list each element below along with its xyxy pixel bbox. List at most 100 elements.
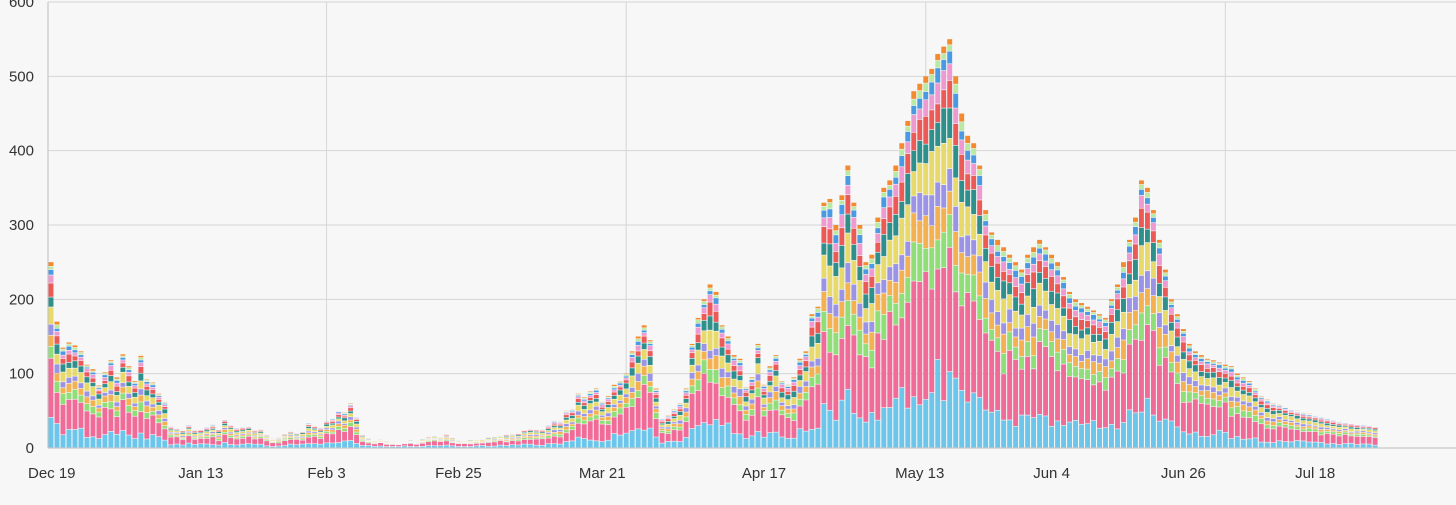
bar-day-112-s10 [719, 329, 725, 333]
bar-day-127-s10 [809, 318, 815, 322]
bar-day-114-s9 [731, 360, 737, 366]
bars [48, 39, 1378, 448]
bar-day-38-s3 [276, 441, 282, 443]
bar-day-152-s4 [959, 252, 965, 273]
bar-day-150-s10 [947, 51, 953, 64]
bar-day-110-s5 [707, 350, 713, 359]
bar-day-107-s12 [689, 343, 695, 346]
bar-day-100-s11 [647, 342, 653, 344]
bar-day-72-s2 [479, 443, 485, 446]
x-tick-label-feb-3: Feb 3 [307, 465, 345, 482]
bar-day-30-s3 [228, 435, 234, 438]
bar-day-155-s1 [977, 397, 983, 448]
bar-day-76-s2 [503, 442, 509, 446]
bar-day-190-s9 [1186, 352, 1192, 355]
bar-day-138-s2 [875, 333, 881, 420]
bar-day-143-s12 [905, 120, 911, 126]
bar-day-59-s2 [402, 444, 407, 446]
bar-day-190-s6 [1186, 369, 1192, 377]
bar-day-171-s6 [1073, 334, 1078, 349]
bar-day-147-s8 [929, 110, 935, 130]
bar-day-175-s5 [1097, 355, 1102, 363]
bar-day-111-s2 [713, 383, 719, 420]
bar-day-180-s6 [1127, 284, 1132, 298]
bar-day-54-s2 [372, 444, 377, 447]
bar-day-50-s9 [348, 406, 354, 408]
bar-day-181-s3 [1133, 325, 1138, 339]
bar-day-43-s1 [306, 443, 312, 448]
bar-day-163-s9 [1025, 268, 1031, 275]
bar-day-45-s7 [318, 431, 324, 432]
bar-day-104-s10 [671, 411, 677, 412]
bar-day-159-s7 [1001, 281, 1007, 299]
bar-day-3-s10 [66, 346, 72, 350]
bar-day-31-s6 [234, 432, 240, 435]
bar-day-131-s10 [833, 235, 839, 244]
bar-day-19-s3 [162, 426, 168, 429]
bar-day-47-s8 [330, 421, 336, 423]
bar-day-134-s11 [851, 206, 857, 210]
bar-day-206-s3 [1282, 424, 1288, 427]
bar-day-148-s8 [935, 104, 941, 123]
bar-day-122-s2 [779, 415, 785, 437]
bar-day-206-s9 [1282, 409, 1288, 411]
bar-day-178-s2 [1115, 371, 1120, 429]
bar-day-4-s10 [72, 350, 78, 353]
bar-day-11-s10 [114, 380, 120, 383]
bar-day-122-s3 [779, 410, 785, 415]
bar-day-188-s11 [1174, 317, 1180, 320]
bar-day-149-s1 [941, 400, 947, 448]
bar-day-191-s9 [1192, 358, 1198, 361]
bar-day-220-s2 [1366, 436, 1372, 444]
bar-day-209-s2 [1300, 431, 1306, 441]
bar-day-18-s6 [156, 405, 162, 411]
bar-day-185-s2 [1156, 365, 1162, 421]
bar-day-212-s7 [1318, 422, 1324, 424]
bar-day-219-s9 [1360, 426, 1366, 427]
bar-day-108-s4 [695, 371, 701, 380]
bar-day-35-s3 [258, 436, 264, 438]
bar-day-20-s5 [168, 432, 174, 434]
bar-day-203-s5 [1264, 418, 1270, 421]
bar-day-192-s1 [1198, 436, 1204, 448]
bar-day-183-s3 [1144, 306, 1150, 325]
bar-day-190-s8 [1186, 355, 1192, 361]
bar-day-202-s4 [1258, 416, 1264, 419]
bar-day-191-s1 [1192, 432, 1198, 448]
bar-day-82-s2 [539, 439, 545, 446]
bar-day-99-s9 [641, 333, 647, 336]
bar-day-170-s5 [1067, 347, 1072, 355]
bar-day-63-s3 [426, 440, 431, 442]
bar-day-161-s2 [1013, 359, 1019, 426]
bar-day-131-s6 [833, 276, 839, 304]
bar-day-220-s1 [1366, 444, 1372, 448]
bar-day-129-s1 [821, 403, 827, 448]
bar-day-191-s3 [1192, 392, 1198, 399]
bar-day-181-s8 [1133, 244, 1138, 260]
bar-day-140-s10 [887, 189, 893, 197]
bar-day-13-s10 [126, 370, 132, 372]
bar-day-27-s5 [210, 432, 216, 434]
bar-day-193-s1 [1204, 436, 1210, 448]
bar-day-215-s2 [1336, 436, 1342, 445]
x-tick-label-feb-25: Feb 25 [435, 465, 482, 482]
bar-day-175-s9 [1097, 322, 1102, 327]
bar-day-172-s4 [1079, 361, 1084, 369]
bar-day-106-s9 [683, 393, 689, 395]
bar-day-149-s7 [941, 108, 947, 143]
bar-day-128-s10 [815, 312, 821, 317]
bar-day-2-s10 [60, 351, 66, 355]
bar-day-214-s7 [1330, 424, 1336, 426]
bar-day-125-s7 [797, 375, 803, 381]
bar-day-140-s12 [887, 180, 893, 186]
bar-day-3-s7 [66, 362, 72, 368]
bar-day-11-s12 [114, 377, 120, 379]
bar-day-133-s2 [845, 325, 851, 389]
bar-day-178-s10 [1115, 290, 1120, 294]
bar-day-206-s7 [1282, 413, 1288, 416]
bar-day-203-s7 [1264, 408, 1270, 413]
bar-day-134-s10 [851, 210, 857, 218]
bar-day-99-s12 [641, 325, 647, 328]
bar-day-39-s2 [282, 440, 288, 446]
bar-day-155-s2 [977, 319, 983, 398]
